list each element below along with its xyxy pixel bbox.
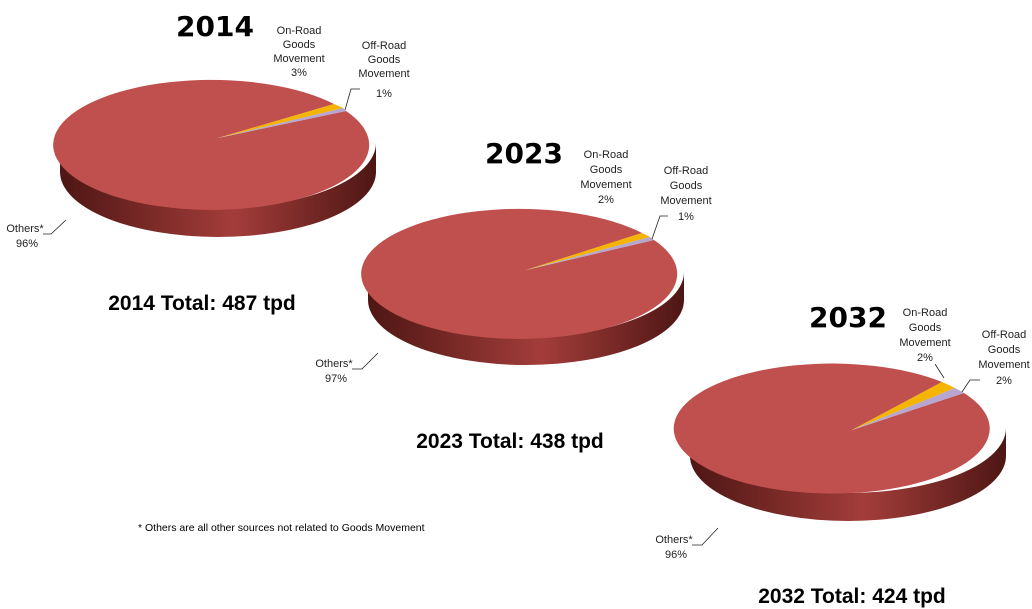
label-2032-on-road-line3: Movement [899,337,950,349]
chart-title-2032: 2032 [809,301,887,334]
pie-2014-body [53,80,376,237]
leader-2023-off-road [652,216,668,239]
label-2023-on-road-line3: Movement [580,179,631,191]
label-2014-others-value: 96% [16,238,38,250]
label-2014-off-road-line2: Goods [368,54,401,66]
label-2023-off-road: Off-Road Goods Movement 1% [652,165,712,239]
label-2014-off-road-line1: Off-Road [362,40,406,52]
leader-2014-off-road [345,89,360,110]
leader-2032-others [692,528,718,545]
label-2014-others: Others* 96% [6,220,66,250]
slice-2023-others [361,209,677,339]
label-2032-on-road-line1: On-Road [903,307,948,319]
label-2032-off-road-line1: Off-Road [982,329,1026,341]
label-2032-on-road: On-Road Goods Movement 2% [899,307,950,378]
label-2032-on-road-line2: Goods [909,322,942,334]
label-2032-others-name: Others* [655,534,693,546]
leader-2032-off-road [962,380,980,392]
label-2023-on-road-line1: On-Road [584,149,629,161]
footnote: * Others are all other sources not relat… [138,522,425,534]
label-2032-off-road-value: 2% [996,375,1012,387]
label-2014-on-road-line3: Movement [273,53,324,65]
pie-chart-2023: 2023 On-Road Goods Movement 2% Off-Road … [315,137,711,453]
label-2014-on-road-value: 3% [291,67,307,79]
chart-total-2032: 2032 Total: 424 tpd [758,585,946,608]
label-2023-on-road: On-Road Goods Movement 2% [580,149,631,206]
label-2032-others: Others* 96% [655,528,718,561]
pie-2032-body [674,364,1006,521]
pie-2023-body [361,209,684,365]
slice-2014-others [53,80,369,210]
label-2023-on-road-value: 2% [598,194,614,206]
chart-title-2023: 2023 [485,137,563,170]
chart-total-2014: 2014 Total: 487 tpd [108,292,296,315]
label-2023-off-road-line1: Off-Road [664,165,708,177]
label-2014-off-road-value: 1% [376,88,392,100]
leader-2032-on-road [935,364,944,378]
label-2032-on-road-value: 2% [917,352,933,364]
label-2032-off-road-line3: Movement [978,359,1029,371]
label-2023-on-road-line2: Goods [590,164,623,176]
chart-title-2014: 2014 [176,10,254,43]
label-2014-others-name: Others* [6,223,44,235]
pie-chart-2032: 2032 On-Road Goods Movement 2% Off-Road … [655,301,1029,608]
label-2032-others-value: 96% [665,549,687,561]
label-2023-others-value: 97% [325,373,347,385]
pie-chart-2014: 2014 On-Road Goods Movement 3% Off-Road … [6,10,409,315]
leader-2014-others [43,220,66,234]
label-2014-on-road-line1: On-Road [277,25,322,37]
label-2023-off-road-line2: Goods [670,180,703,192]
label-2023-off-road-line3: Movement [660,195,711,207]
label-2023-off-road-value: 1% [678,211,694,223]
label-2014-off-road-line3: Movement [358,68,409,80]
label-2023-others: Others* 97% [315,353,378,385]
leader-2023-others [352,353,378,369]
label-2014-on-road-line2: Goods [283,39,316,51]
label-2032-off-road: Off-Road Goods Movement 2% [962,329,1030,392]
label-2032-off-road-line2: Goods [988,344,1021,356]
chart-total-2023: 2023 Total: 438 tpd [416,430,604,453]
label-2014-off-road: Off-Road Goods Movement 1% [345,40,410,110]
label-2023-others-name: Others* [315,358,353,370]
label-2014-on-road: On-Road Goods Movement 3% [273,25,324,79]
